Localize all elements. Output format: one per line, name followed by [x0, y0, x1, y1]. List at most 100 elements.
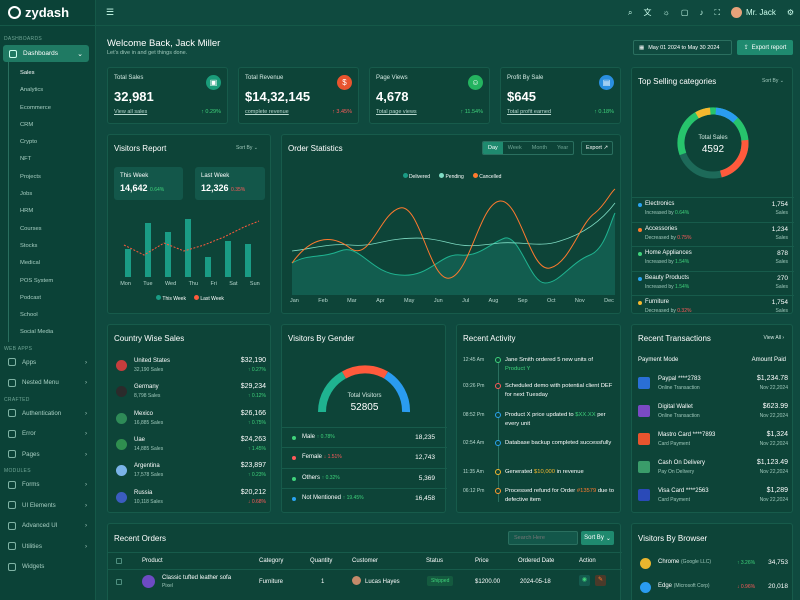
- country-sales-count: 16,885 Sales: [134, 419, 164, 426]
- sort-by-dropdown[interactable]: Sort By ⌄: [236, 145, 258, 151]
- sidebar-item-forms[interactable]: Forms ›: [0, 474, 95, 495]
- legend-dot: [292, 436, 296, 440]
- tab-week[interactable]: Week: [507, 145, 522, 151]
- stat-change-value: 0.29%: [205, 109, 221, 115]
- edit-icon[interactable]: ✎: [595, 575, 606, 586]
- stat-link[interactable]: View all sales: [114, 109, 148, 115]
- category-value: 1,754: [771, 201, 788, 208]
- tab-year[interactable]: Year: [557, 145, 569, 151]
- sidebar-item-analytics[interactable]: Analytics: [20, 87, 44, 94]
- gauge-not-mentioned: [383, 371, 410, 413]
- tab-day[interactable]: Day: [483, 142, 503, 154]
- sidebar-item-authentication[interactable]: Authentication ›: [0, 403, 95, 424]
- view-all-link[interactable]: View All ›: [763, 335, 784, 341]
- export-report-button[interactable]: ⇪ Export report: [737, 40, 793, 55]
- topbar: ☰ ⌕ 文 ☼ ▢ ♪ ⛶ Mr. Jack ⚙: [96, 0, 800, 26]
- translate-icon[interactable]: 文: [643, 8, 652, 17]
- category-dot: [638, 301, 642, 306]
- sidebar-item-pos-system[interactable]: POS System: [20, 277, 54, 284]
- delivered-line: [291, 212, 616, 284]
- legend-dot: [439, 173, 445, 178]
- sidebar-item-utilities[interactable]: Utilities ›: [0, 536, 95, 557]
- card-title: Order Statistics: [288, 144, 343, 153]
- product-name[interactable]: Classic tufted leather sofa: [162, 575, 232, 581]
- activity-text: Product X price updated to $XX.XX per ev…: [505, 411, 615, 428]
- col-action: Action: [579, 558, 596, 564]
- fullscreen-icon[interactable]: ⛶: [714, 7, 721, 17]
- sidebar-item-apps[interactable]: Apps ›: [0, 352, 95, 373]
- col-ordered-date: Ordered Date: [518, 558, 555, 564]
- sidebar-item-ui-elements[interactable]: UI Elements ›: [0, 495, 95, 516]
- sidebar-item-crypto[interactable]: Crypto: [20, 139, 38, 146]
- row-checkbox[interactable]: [116, 579, 122, 585]
- theme-toggle-icon[interactable]: ☼: [662, 8, 670, 17]
- activity-link[interactable]: Product Y: [505, 365, 531, 372]
- sidebar-item-social-media[interactable]: Social Media: [20, 329, 54, 336]
- sidebar-item-dashboards[interactable]: Dashboards ⌄: [3, 45, 89, 62]
- recent-activity-card: Recent Activity 12:45 Am Jane Smith order…: [456, 324, 621, 513]
- col-quantity: Quantity: [310, 558, 333, 564]
- chrome-icon: [640, 558, 651, 569]
- sidebar-item-error[interactable]: Error ›: [0, 423, 95, 444]
- month-label: Dec: [604, 298, 614, 304]
- logo[interactable]: zydash: [0, 0, 95, 26]
- legend-dot: [193, 295, 199, 300]
- sort-by-button[interactable]: Sort By ⌄: [581, 531, 614, 545]
- payment-icon: [638, 461, 650, 473]
- order-quantity: 1: [321, 579, 325, 585]
- sidebar-item-medical[interactable]: Medical: [20, 260, 40, 267]
- legend-label: This Week: [162, 296, 186, 302]
- stat-card-total-sales: Total Sales ▣ 32,981 View all sales ↑ 0.…: [107, 67, 228, 124]
- settings-gear-icon[interactable]: ⚙: [786, 8, 794, 17]
- sidebar-item-jobs[interactable]: Jobs: [20, 191, 33, 198]
- sidebar-item-school[interactable]: School: [20, 312, 38, 319]
- notification-bell-icon[interactable]: ♪: [699, 8, 704, 17]
- search-icon[interactable]: ⌕: [628, 7, 633, 17]
- sidebar-item-pages[interactable]: Pages ›: [0, 444, 95, 465]
- user-menu[interactable]: Mr. Jack: [731, 7, 776, 18]
- activity-text: Scheduled demo with potential client DEF…: [505, 382, 615, 399]
- tab-month[interactable]: Month: [531, 145, 548, 151]
- bar-wed: [165, 232, 171, 277]
- category-value: 270: [777, 274, 788, 282]
- payment-name: Cash On Delivery: [658, 460, 706, 466]
- sidebar-item-stocks[interactable]: Stocks: [20, 242, 38, 249]
- export-button[interactable]: Export ↗: [581, 141, 614, 155]
- hamburger-menu-icon[interactable]: ☰: [106, 7, 115, 17]
- sort-by-dropdown[interactable]: Sort By ⌄: [762, 78, 784, 84]
- sidebar-item-ecommerce[interactable]: Ecommerce: [20, 104, 51, 111]
- sidebar-item-sales[interactable]: Sales: [20, 70, 35, 76]
- sidebar-item-hrm[interactable]: HRM: [20, 208, 34, 215]
- change-value: 1.45%: [251, 445, 266, 452]
- month-label: Sep: [517, 298, 528, 304]
- sidebar-item-courses[interactable]: Courses: [20, 225, 42, 232]
- view-all-label: View All: [763, 335, 781, 341]
- last-week-value: 12,326 0.35%: [201, 183, 245, 193]
- wallet-icon: ▤: [599, 75, 614, 90]
- list-item: Germany 8,798 Sales $29,234 ↑ 0.12%: [108, 380, 272, 404]
- payment-date: Nov 22,2024: [759, 469, 788, 475]
- activity-main: Database backup completed successfully: [505, 440, 612, 446]
- cart-icon[interactable]: ▢: [680, 8, 689, 17]
- activity-time: 12:45 Am: [463, 357, 485, 363]
- view-icon[interactable]: ◉: [579, 575, 590, 586]
- category-value: 1,234: [771, 225, 788, 233]
- stat-link[interactable]: Total page views: [376, 109, 417, 115]
- sidebar-item-label: Pages: [22, 450, 40, 458]
- stat-link[interactable]: complete revenue: [245, 109, 289, 115]
- sidebar-item-nft[interactable]: NFT: [20, 156, 32, 163]
- legend-dot: [292, 476, 296, 481]
- date-range-picker[interactable]: ▦ May 01 2024 to May 30 2024: [633, 40, 732, 55]
- activity-item: 12:45 Am Jane Smith ordered 5 new units o…: [457, 355, 622, 379]
- sidebar-item-projects[interactable]: Projects: [20, 173, 41, 180]
- sidebar-item-advanced-ui[interactable]: Advanced UI ›: [0, 515, 95, 536]
- last-week-line: [123, 220, 260, 256]
- stat-link[interactable]: Total profit earned: [507, 109, 552, 115]
- sidebar-item-widgets[interactable]: Widgets: [0, 556, 95, 577]
- payment-date: Nov 22,2024: [759, 497, 788, 503]
- search-input[interactable]: [508, 531, 578, 545]
- sidebar-item-nested-menu[interactable]: Nested Menu ›: [0, 372, 95, 393]
- select-all-checkbox[interactable]: [116, 558, 122, 564]
- sidebar-item-crm[interactable]: CRM: [20, 121, 34, 128]
- sidebar-item-podcast[interactable]: Podcast: [20, 294, 41, 301]
